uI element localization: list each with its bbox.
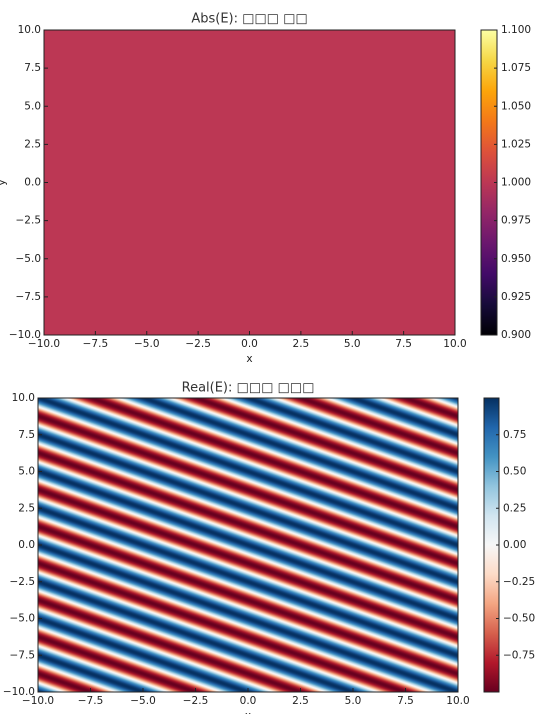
colorbar-tick-label: 0.75 bbox=[503, 429, 526, 441]
x-tick-label: −10.0 bbox=[28, 338, 60, 350]
colorbar-tick-label: 0.50 bbox=[503, 466, 526, 478]
y-tick-label: 7.5 bbox=[18, 429, 35, 441]
y-tick-label: 7.5 bbox=[24, 62, 41, 74]
chart-title: Abs(E): □□□ □□ bbox=[191, 12, 307, 27]
y-tick-label: 2.5 bbox=[18, 502, 35, 514]
x-tick-label: 2.5 bbox=[293, 338, 310, 350]
colorbar-tick-label: 0.900 bbox=[501, 329, 531, 341]
y-tick-label: 0.0 bbox=[24, 177, 41, 189]
x-tick-label: 0.0 bbox=[241, 338, 258, 350]
colorbar-tick-label: 0.00 bbox=[503, 539, 526, 551]
y-tick-label: −7.5 bbox=[10, 649, 36, 661]
x-tick-label: 5.0 bbox=[345, 695, 362, 707]
x-tick-label: −5.0 bbox=[130, 695, 156, 707]
y-tick-label: 5.0 bbox=[24, 100, 41, 112]
x-tick-label: 7.5 bbox=[397, 695, 414, 707]
x-tick-label: −5.0 bbox=[134, 338, 160, 350]
colorbar-tick-label: 0.25 bbox=[503, 502, 526, 514]
x-tick-label: 2.5 bbox=[292, 695, 309, 707]
y-tick-label: −2.5 bbox=[10, 576, 36, 588]
wave-field bbox=[38, 398, 458, 692]
colorbar-tick-label: 1.050 bbox=[501, 100, 531, 112]
y-tick-label: 2.5 bbox=[24, 138, 41, 150]
x-tick-label: −10.0 bbox=[22, 695, 54, 707]
colorbar-tick-label: 1.075 bbox=[501, 62, 531, 74]
y-axis-label: y bbox=[0, 179, 8, 185]
y-tick-label: 10.0 bbox=[18, 24, 41, 36]
x-tick-label: 5.0 bbox=[344, 338, 361, 350]
colorbar-tick-label: 1.025 bbox=[501, 138, 531, 150]
y-tick-label: −10.0 bbox=[3, 686, 35, 698]
x-tick-label: −2.5 bbox=[185, 338, 211, 350]
x-tick-label: 10.0 bbox=[446, 695, 469, 707]
x-axis-label: x bbox=[246, 353, 252, 365]
heatmap bbox=[44, 30, 455, 335]
y-tick-label: 5.0 bbox=[18, 466, 35, 478]
x-axis-label: x bbox=[245, 710, 251, 714]
y-tick-label: 0.0 bbox=[18, 539, 35, 551]
x-tick-label: 10.0 bbox=[443, 338, 466, 350]
chart-title: Real(E): □□□ □□□ bbox=[182, 381, 315, 396]
x-tick-label: −7.5 bbox=[83, 338, 109, 350]
colorbar-tick-label: −0.25 bbox=[503, 576, 535, 588]
colorbar-tick-label: 1.100 bbox=[501, 24, 531, 36]
x-tick-label: 7.5 bbox=[395, 338, 412, 350]
y-tick-label: −2.5 bbox=[16, 215, 42, 227]
colorbar-tick-label: 0.975 bbox=[501, 215, 531, 227]
y-tick-label: 10.0 bbox=[12, 392, 35, 404]
colorbar-tick-label: 1.000 bbox=[501, 177, 531, 189]
colorbar-tick-label: 0.925 bbox=[501, 291, 531, 303]
y-tick-label: −5.0 bbox=[16, 253, 42, 265]
colorbar-tick-label: −0.50 bbox=[503, 613, 535, 625]
y-tick-label: −5.0 bbox=[10, 613, 36, 625]
x-tick-label: 0.0 bbox=[240, 695, 257, 707]
x-tick-label: −7.5 bbox=[78, 695, 104, 707]
x-tick-label: −2.5 bbox=[183, 695, 209, 707]
y-tick-label: −10.0 bbox=[9, 329, 41, 341]
colorbar-tick-label: −0.75 bbox=[503, 649, 535, 661]
colorbar-tick-label: 0.950 bbox=[501, 253, 531, 265]
y-tick-label: −7.5 bbox=[16, 291, 42, 303]
